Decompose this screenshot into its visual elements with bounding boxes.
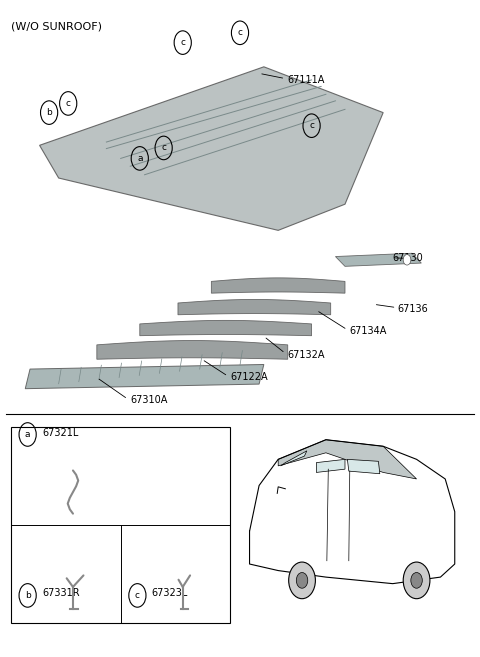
Text: (W/O SUNROOF): (W/O SUNROOF) [11, 21, 102, 31]
Text: 67111A: 67111A [288, 75, 325, 85]
Polygon shape [316, 459, 345, 472]
FancyBboxPatch shape [11, 426, 230, 623]
Polygon shape [25, 365, 264, 389]
Circle shape [296, 572, 308, 588]
Text: 67323L: 67323L [152, 589, 188, 599]
Polygon shape [178, 300, 331, 315]
Polygon shape [281, 451, 307, 466]
Text: 67132A: 67132A [288, 350, 325, 359]
Polygon shape [39, 67, 383, 231]
Polygon shape [348, 459, 380, 474]
Text: 67310A: 67310A [130, 396, 168, 405]
Text: 67331R: 67331R [42, 589, 80, 599]
Text: a: a [137, 154, 143, 163]
Polygon shape [336, 253, 421, 266]
Text: 67122A: 67122A [230, 372, 268, 382]
Text: 67130: 67130 [393, 254, 423, 263]
Text: c: c [135, 591, 140, 600]
Text: a: a [25, 430, 30, 439]
Circle shape [288, 562, 315, 599]
Circle shape [403, 254, 411, 265]
Circle shape [403, 562, 430, 599]
Polygon shape [97, 340, 288, 359]
Text: 67321L: 67321L [42, 428, 78, 438]
Text: b: b [46, 108, 52, 117]
Circle shape [411, 572, 422, 588]
Text: 67136: 67136 [397, 304, 428, 314]
Text: c: c [66, 99, 71, 108]
Text: b: b [25, 591, 31, 600]
Polygon shape [278, 440, 417, 479]
Polygon shape [140, 321, 312, 336]
Text: c: c [238, 28, 242, 37]
Polygon shape [211, 278, 345, 293]
Text: c: c [161, 143, 166, 152]
Text: c: c [309, 121, 314, 130]
Text: c: c [180, 38, 185, 47]
Text: 67134A: 67134A [350, 326, 387, 336]
